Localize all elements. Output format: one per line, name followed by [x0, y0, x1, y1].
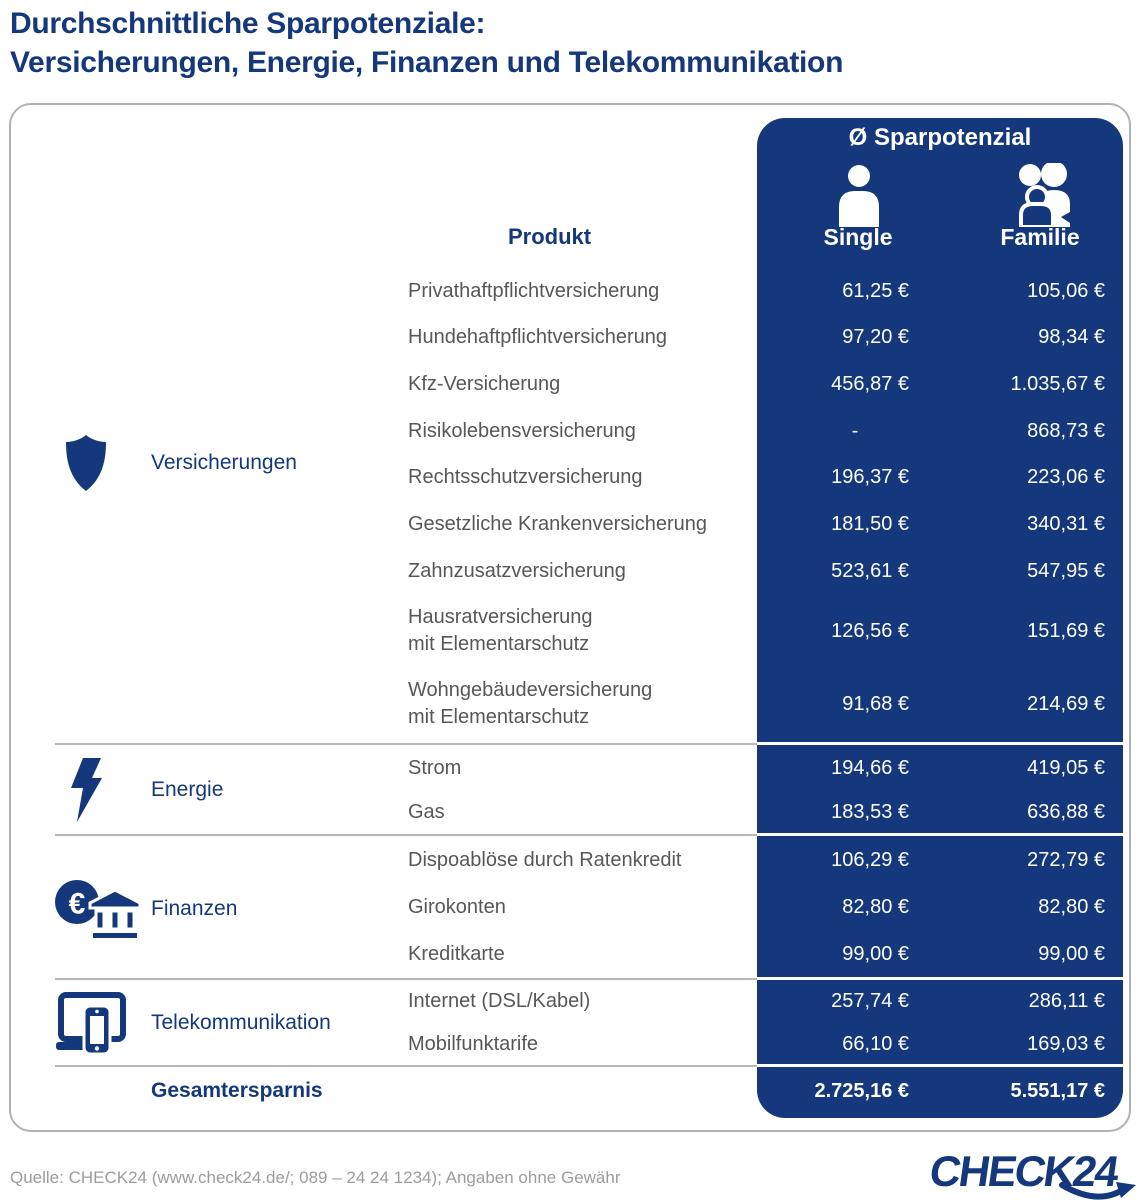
table-row: Mobilfunktarife 66,10 € 169,03 € — [0, 1023, 1141, 1065]
table-row: Wohngebäudeversicherung mit Elementarsch… — [0, 667, 1141, 741]
total-label: Gesamtersparnis — [151, 1079, 323, 1102]
category-label: Telekommunikation — [151, 1011, 331, 1034]
product-name: Wohngebäudeversicherung mit Elementarsch… — [408, 679, 653, 728]
panel-header: Ø Sparpotenzial — [848, 124, 1032, 151]
check24-logo: CHECK24 — [927, 1146, 1141, 1200]
category-energie: Energie — [151, 758, 223, 822]
familie-value: 286,11 € — [1028, 990, 1105, 1012]
product-name: Gas — [408, 800, 445, 823]
product-name: Gesetzliche Krankenversicherung — [408, 513, 708, 535]
familie-value: 419,05 € — [1027, 756, 1105, 779]
svg-text:€: € — [69, 888, 86, 921]
familie-value: 105,06 € — [1027, 279, 1105, 302]
table-row: Kreditkarte 99,00 € 99,00 € — [0, 931, 1141, 978]
familie-value: 169,03 € — [1027, 1032, 1105, 1055]
table-row: Internet (DSL/Kabel) 257,74 € 286,11 € — [0, 980, 1141, 1023]
column-label-single: Single — [823, 223, 893, 250]
product-name: Hundehaftpflichtversicherung — [408, 326, 668, 348]
familie-value: 223,06 € — [1027, 466, 1105, 488]
familie-value: 82,80 € — [1038, 896, 1105, 918]
single-value: 61,25 € — [842, 279, 909, 302]
source-note: Quelle: CHECK24 (www.check24.de/; 089 – … — [10, 1168, 621, 1187]
sparpotenzial-panel — [757, 118, 1123, 1118]
single-value: 82,80 € — [842, 896, 909, 918]
table-row: Girokonten 82,80 € 82,80 € — [0, 884, 1141, 931]
swoosh-arrow-icon — [1059, 1182, 1136, 1200]
category-versicherungen: Versicherungen — [151, 434, 297, 492]
page-title-line2: Versicherungen, Energie, Finanzen und Te… — [10, 46, 844, 79]
familie-value: 1.035,67 € — [1010, 373, 1105, 395]
product-name: Risikolebensversicherung — [408, 419, 636, 442]
single-value: 106,29 € — [831, 848, 909, 871]
lightning-bolt-icon — [71, 758, 102, 822]
familie-value: 547,95 € — [1027, 560, 1105, 582]
familie-value: 340,31 € — [1027, 513, 1105, 535]
single-value: 523,61 € — [831, 560, 909, 582]
table-row: Zahnzusatzversicherung 523,61 € 547,95 € — [0, 548, 1141, 595]
page-title: Durchschnittliche Sparpotenziale: Versic… — [10, 4, 843, 82]
single-value: 97,20 € — [842, 326, 909, 348]
product-name: Strom — [408, 756, 462, 779]
page-title-line1: Durchschnittliche Sparpotenziale: — [10, 7, 486, 40]
product-name: Dispoablöse durch Ratenkredit — [408, 848, 682, 871]
table-row: Hausratversicherung mit Elementarschutz … — [0, 595, 1141, 667]
single-value: 257,74 € — [831, 990, 909, 1012]
single-person-icon — [839, 165, 879, 227]
table-row: Kfz-Versicherung 456,87 € 1.035,67 € — [0, 361, 1141, 408]
single-value: 456,87 € — [831, 373, 909, 395]
product-name: Kfz-Versicherung — [408, 373, 561, 395]
single-value: 183,53 € — [831, 800, 909, 823]
table-row: Rechtsschutzversicherung 196,37 € 223,06… — [0, 454, 1141, 501]
product-name: Privathaftpflichtversicherung — [408, 279, 660, 302]
product-name: Hausratversicherung mit Elementarschutz — [408, 606, 593, 655]
total-row: 2.725,16 € 5.551,17 € — [0, 1067, 1141, 1115]
product-name: Rechtsschutzversicherung — [408, 466, 643, 488]
total-familie-value: 5.551,17 € — [1010, 1079, 1105, 1102]
familie-value: 636,88 € — [1027, 800, 1105, 823]
familie-value: 99,00 € — [1038, 943, 1105, 965]
category-label: Finanzen — [151, 897, 238, 920]
familie-value: 272,79 € — [1027, 848, 1105, 871]
single-value: 91,68 € — [842, 692, 909, 715]
shield-icon — [66, 435, 106, 491]
table-row: Strom 194,66 € 419,05 € — [0, 746, 1141, 790]
total-single-value: 2.725,16 € — [814, 1079, 909, 1102]
single-value: 194,66 € — [831, 756, 909, 779]
family-icon — [1019, 163, 1070, 227]
familie-value: 214,69 € — [1027, 692, 1105, 715]
single-value: 66,10 € — [842, 1032, 909, 1055]
product-name: Kreditkarte — [408, 943, 505, 965]
category-label: Versicherungen — [151, 451, 297, 474]
familie-value: 151,69 € — [1027, 619, 1105, 642]
product-name: Internet (DSL/Kabel) — [408, 990, 591, 1012]
single-value: 99,00 € — [842, 943, 909, 965]
table-row: Gesetzliche Krankenversicherung 181,50 €… — [0, 501, 1141, 548]
product-column-header: Produkt — [508, 224, 592, 249]
column-label-familie: Familie — [1000, 223, 1080, 250]
table-row: Privathaftpflichtversicherung 61,25 € 10… — [0, 268, 1141, 314]
single-value: 196,37 € — [831, 466, 909, 488]
table-row: Risikolebensversicherung - 868,73 € — [0, 408, 1141, 454]
product-name: Zahnzusatzversicherung — [408, 560, 626, 582]
euro-bank-icon: € — [55, 880, 142, 940]
category-telekommunikation: Telekommunikation — [151, 992, 331, 1054]
table-row: Hundehaftpflichtversicherung 97,20 € 98,… — [0, 314, 1141, 361]
devices-icon — [56, 992, 126, 1054]
category-label: Energie — [151, 778, 224, 801]
familie-value: 98,34 € — [1038, 326, 1105, 348]
category-finanzen: Finanzen — [151, 878, 237, 940]
product-name: Girokonten — [408, 896, 506, 918]
familie-value: 868,73 € — [1027, 419, 1105, 442]
product-name: Mobilfunktarife — [408, 1032, 539, 1055]
single-value: 181,50 € — [831, 513, 909, 535]
table-row: Gas 183,53 € 636,88 € — [0, 790, 1141, 834]
single-value: - — [851, 419, 859, 442]
single-value: 126,56 € — [831, 619, 909, 642]
table-row: Dispoablöse durch Ratenkredit 106,29 € 2… — [0, 836, 1141, 884]
